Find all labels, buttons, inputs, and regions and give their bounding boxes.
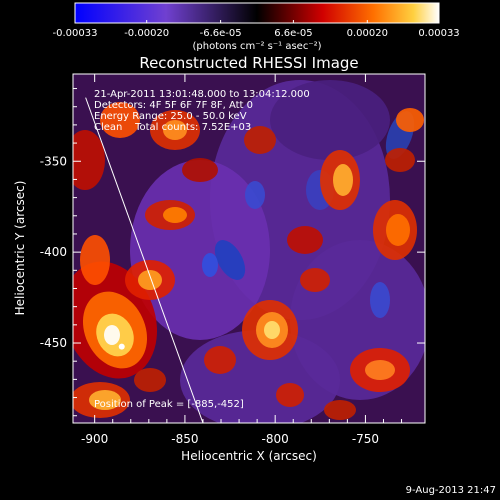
heatmap-blob bbox=[245, 181, 265, 209]
colorbar-unit-label: (photons cm⁻² s⁻¹ asec⁻²) bbox=[192, 41, 321, 52]
colorbar-tick-label: 0.00033 bbox=[418, 28, 459, 39]
colorbar-tick-label: -6.6e-05 bbox=[200, 28, 242, 39]
heatmap-blob bbox=[100, 102, 140, 138]
heatmap-blob bbox=[386, 214, 410, 246]
heatmap-blob bbox=[89, 390, 121, 410]
plot-title: Reconstructed RHESSI Image bbox=[139, 54, 358, 72]
heatmap-blob bbox=[134, 368, 166, 392]
x-tick-label: -800 bbox=[262, 432, 289, 446]
heatmap-blob bbox=[104, 325, 120, 345]
x-tick-label: -900 bbox=[81, 432, 108, 446]
heatmap-blob bbox=[287, 226, 323, 254]
y-tick-label: -400 bbox=[40, 245, 67, 259]
heatmap-blob bbox=[333, 164, 353, 196]
annotation-energy-range: Energy Range: 25.0 - 50.0 keV bbox=[94, 111, 247, 122]
colorbar-ticks: -0.00033 -0.00020 -6.6e-05 6.6e-05 0.00020 0.… bbox=[53, 20, 460, 39]
colorbar-tick-label: -0.00020 bbox=[124, 28, 169, 39]
heatmap-blob bbox=[80, 235, 110, 285]
heatmap-blob bbox=[300, 268, 330, 292]
x-tick-label: -750 bbox=[352, 432, 379, 446]
colorbar: -0.00033 -0.00020 -6.6e-05 6.6e-05 0.00020 0.… bbox=[53, 2, 460, 52]
heatmap-blob bbox=[276, 383, 304, 407]
heatmap-blob bbox=[264, 321, 280, 339]
footer-timestamp: 9-Aug-2013 21:47 bbox=[406, 485, 496, 496]
heatmap-blob bbox=[396, 108, 424, 132]
heatmap-blob bbox=[270, 80, 390, 160]
plot-frame bbox=[72, 73, 426, 424]
x-axis-label: Heliocentric X (arcsec) bbox=[181, 449, 317, 463]
colorbar-tick-label: -0.00033 bbox=[53, 28, 98, 39]
heatmap-blob bbox=[73, 130, 105, 190]
y-tick-label: -350 bbox=[40, 154, 67, 168]
heatmap-blob bbox=[324, 400, 356, 420]
heatmap-blob bbox=[365, 360, 395, 380]
heatmap-blob bbox=[204, 346, 236, 374]
solar-limb-line bbox=[85, 97, 204, 423]
annotation-time-range: 21-Apr-2011 13:01:48.000 to 13:04:12.000 bbox=[94, 89, 310, 100]
peak-position-label: Position of Peak = [-885,-452] bbox=[94, 399, 244, 410]
annotation-block: 21-Apr-2011 13:01:48.000 to 13:04:12.000… bbox=[94, 89, 310, 410]
colorbar-tick-label: 6.6e-05 bbox=[274, 28, 312, 39]
heatmap-blob bbox=[202, 253, 218, 277]
heatmap-image bbox=[73, 74, 425, 423]
heatmap-blob bbox=[214, 240, 246, 280]
heatmap-blob bbox=[244, 126, 276, 154]
y-tick-label: -450 bbox=[40, 336, 67, 350]
heatmap-blob bbox=[370, 282, 390, 318]
heatmap-blob bbox=[182, 158, 218, 182]
colorbar-gradient bbox=[74, 2, 440, 24]
annotation-detectors: Detectors: 4F 5F 6F 7F 8F, Att 0 bbox=[94, 100, 253, 111]
x-tick-label: -850 bbox=[171, 432, 198, 446]
heatmap-blob bbox=[163, 207, 187, 223]
annotation-clean-counts: Clean Total counts: 7.52E+03 bbox=[94, 122, 251, 133]
axis-ticks: -900 -850 -800 -750 -450 -400 -350 bbox=[40, 74, 425, 446]
y-axis-label: Heliocentric Y (arcsec) bbox=[13, 181, 27, 316]
colorbar-tick-label: 0.00020 bbox=[347, 28, 388, 39]
heatmap-blob bbox=[163, 120, 187, 140]
peak-marker bbox=[118, 343, 125, 350]
heatmap-blob bbox=[138, 270, 162, 290]
heatmap-blob bbox=[385, 148, 415, 172]
